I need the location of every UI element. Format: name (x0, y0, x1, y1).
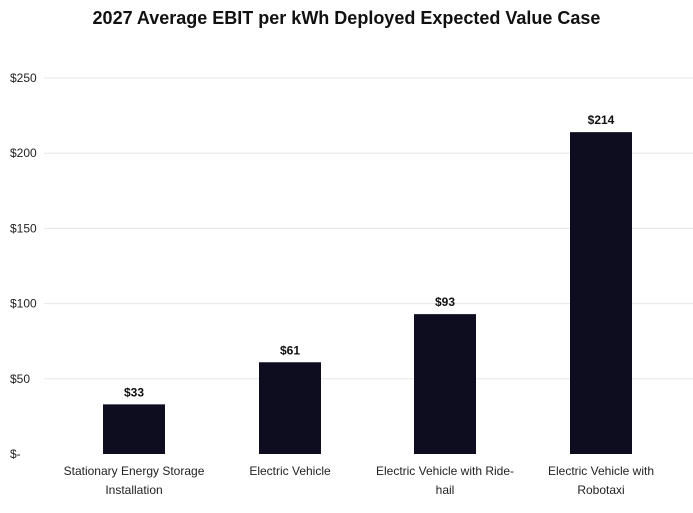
y-tick-label: $150 (10, 221, 37, 235)
bar (414, 314, 476, 454)
data-labels: $33 $61 $93 $214 (124, 113, 615, 399)
y-tick-label: $50 (10, 372, 30, 386)
x-tick-label: Robotaxi (577, 483, 624, 497)
x-tick-label: hail (436, 483, 455, 497)
x-tick-label: Electric Vehicle (249, 464, 331, 478)
data-label: $33 (124, 385, 144, 399)
y-tick-label: $200 (10, 146, 37, 160)
x-tick-label: Electric Vehicle with Ride- (376, 464, 514, 478)
x-tick-label: Installation (105, 483, 162, 497)
bar (103, 404, 165, 454)
bar (570, 132, 632, 455)
x-tick-label: Electric Vehicle with (548, 464, 654, 478)
bars (103, 132, 632, 455)
data-label: $214 (588, 113, 615, 127)
data-label: $61 (280, 343, 300, 357)
bar (259, 362, 321, 454)
y-axis: $- $50 $100 $150 $200 $250 (10, 71, 37, 461)
y-tick-label: $- (10, 447, 21, 461)
y-tick-label: $100 (10, 297, 37, 311)
x-axis: Stationary Energy Storage Installation Ele… (64, 464, 654, 497)
y-tick-label: $250 (10, 71, 37, 85)
data-label: $93 (435, 295, 455, 309)
x-tick-label: Stationary Energy Storage (64, 464, 205, 478)
chart-title: 2027 Average EBIT per kWh Deployed Expec… (92, 8, 601, 28)
